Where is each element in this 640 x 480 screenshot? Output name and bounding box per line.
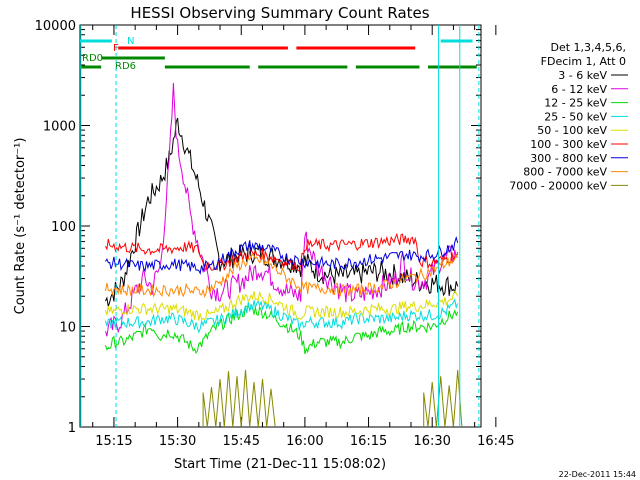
x-tick-label: 15:45 [223, 434, 260, 449]
state-label-n: N [127, 36, 134, 47]
legend-label: 12 - 25 keV [544, 97, 607, 110]
state-label-rd0: RD0 [82, 53, 103, 64]
series-line-8 [202, 369, 276, 428]
y-axis-label: Count Rate (s⁻¹ detector⁻¹) [13, 138, 28, 315]
series-line-0 [105, 117, 459, 307]
series-line-2 [105, 305, 459, 355]
y-axis: 1 10 100 1000 10000 [35, 19, 481, 436]
legend-label: 300 - 800 keV [530, 152, 607, 165]
x-axis-label: Start Time (21-Dec-11 15:08:02) [174, 457, 386, 472]
legend-label: 3 - 6 keV [558, 69, 607, 82]
x-tick-label: 16:00 [286, 434, 323, 449]
y-tick-label: 100 [51, 220, 76, 235]
state-bars: NFRD0RD6 [80, 36, 477, 72]
x-tick-label: 16:45 [477, 434, 514, 449]
x-tick-label: 15:15 [95, 434, 132, 449]
chart-title: HESSI Observing Summary Count Rates [130, 4, 429, 22]
x-tick-label: 16:30 [413, 434, 450, 449]
series-line-3 [105, 298, 459, 334]
legend: Det 1,3,4,5,6,FDecim 1, Att 03 - 6 keV6 … [509, 41, 628, 192]
x-tick-label: 15:30 [159, 434, 196, 449]
series-line-7 [105, 253, 459, 298]
legend-header: Det 1,3,4,5,6, [550, 41, 626, 54]
plot-lines [105, 82, 463, 428]
x-tick-label: 16:15 [350, 434, 387, 449]
series-line-8 [423, 369, 463, 428]
series-line-4 [105, 290, 459, 321]
legend-label: 6 - 12 keV [551, 83, 607, 96]
y-tick-label: 1000 [43, 120, 76, 135]
series-line-5 [105, 232, 458, 272]
legend-label: 50 - 100 keV [537, 124, 607, 137]
legend-header: FDecim 1, Att 0 [541, 55, 626, 68]
state-label-rd6: RD6 [115, 61, 136, 72]
legend-label: 7000 - 20000 keV [509, 179, 607, 192]
time-markers [80, 25, 480, 427]
series-line-6 [105, 235, 459, 275]
footer-date: 22-Dec-2011 15:44 [559, 470, 636, 479]
series-line-1 [105, 82, 459, 337]
y-tick-label: 1 [68, 421, 76, 436]
y-tick-label: 10 [59, 321, 76, 336]
x-axis: 15:15 15:30 15:45 16:00 16:15 16:30 16:45 [92, 25, 515, 449]
legend-label: 100 - 300 keV [530, 138, 607, 151]
y-tick-label: 10000 [35, 19, 76, 34]
legend-label: 800 - 7000 keV [523, 166, 607, 179]
legend-label: 25 - 50 keV [544, 110, 607, 123]
